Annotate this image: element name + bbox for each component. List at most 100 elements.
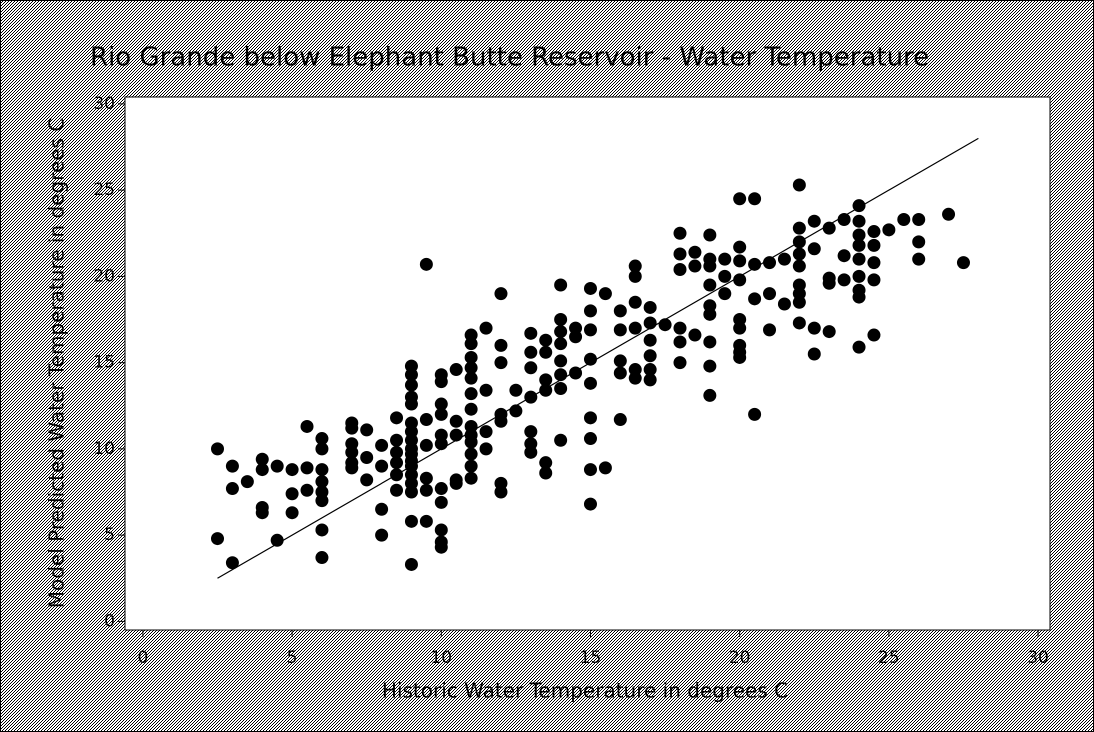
point [494, 414, 508, 428]
point [554, 325, 568, 339]
point [733, 321, 747, 335]
point [583, 352, 597, 366]
point [524, 326, 538, 340]
point [539, 333, 553, 347]
point [390, 411, 404, 425]
point [688, 245, 702, 259]
point [807, 242, 821, 256]
point [942, 207, 956, 221]
point [315, 442, 329, 456]
point [390, 456, 404, 470]
point [375, 502, 389, 516]
point [763, 287, 777, 301]
y-tick-label: 25 [93, 180, 115, 200]
point [345, 445, 359, 459]
point [315, 463, 329, 477]
point [240, 475, 254, 489]
point [897, 212, 911, 226]
point [255, 452, 269, 466]
point [852, 340, 866, 354]
point [285, 463, 299, 477]
point [583, 497, 597, 511]
point [703, 307, 717, 321]
point [524, 361, 538, 375]
point [494, 338, 508, 352]
point [524, 425, 538, 439]
x-tick-label: 25 [878, 648, 900, 668]
point [643, 300, 657, 314]
point [837, 212, 851, 226]
point [733, 350, 747, 364]
point [673, 262, 687, 276]
point [479, 442, 493, 456]
point [777, 297, 791, 311]
point [673, 335, 687, 349]
point [628, 371, 642, 385]
point [688, 328, 702, 342]
point [613, 354, 627, 368]
point [792, 247, 806, 261]
point [733, 273, 747, 287]
point [733, 240, 747, 254]
point [867, 273, 881, 287]
point [583, 376, 597, 390]
point [554, 354, 568, 368]
point [404, 368, 418, 382]
point [434, 375, 448, 389]
point [464, 447, 478, 461]
point [255, 463, 269, 477]
point [464, 361, 478, 375]
point [852, 228, 866, 242]
point [404, 485, 418, 499]
point [792, 295, 806, 309]
point [688, 259, 702, 273]
point [315, 551, 329, 565]
point [703, 388, 717, 402]
point [598, 461, 612, 475]
point [434, 495, 448, 509]
point [375, 459, 389, 473]
y-tick-label: 15 [93, 353, 115, 373]
point [718, 287, 732, 301]
point [583, 463, 597, 477]
x-tick-label: 5 [287, 648, 298, 668]
fit-line [217, 137, 979, 579]
point [763, 256, 777, 270]
point [628, 269, 642, 283]
point [360, 473, 374, 487]
point [375, 438, 389, 452]
point [837, 249, 851, 263]
point [419, 438, 433, 452]
point [449, 476, 463, 490]
point [852, 214, 866, 228]
point [628, 259, 642, 273]
point [583, 304, 597, 318]
point [211, 442, 224, 456]
point [763, 323, 777, 337]
point [449, 414, 463, 428]
point [434, 540, 448, 554]
point [554, 337, 568, 351]
point [628, 321, 642, 335]
point [912, 212, 926, 226]
point [464, 402, 478, 416]
point [867, 328, 881, 342]
point [404, 397, 418, 411]
point [792, 178, 806, 192]
point [613, 413, 627, 427]
point [837, 273, 851, 287]
point [404, 514, 418, 528]
point [375, 528, 389, 542]
point [569, 330, 583, 344]
point [539, 345, 553, 359]
point [643, 373, 657, 387]
point [285, 487, 299, 501]
point [628, 295, 642, 309]
point [479, 425, 493, 439]
point [554, 433, 568, 447]
point [792, 221, 806, 235]
point [807, 347, 821, 361]
x-tick-label: 20 [729, 648, 751, 668]
point [479, 321, 493, 335]
point [345, 461, 359, 475]
